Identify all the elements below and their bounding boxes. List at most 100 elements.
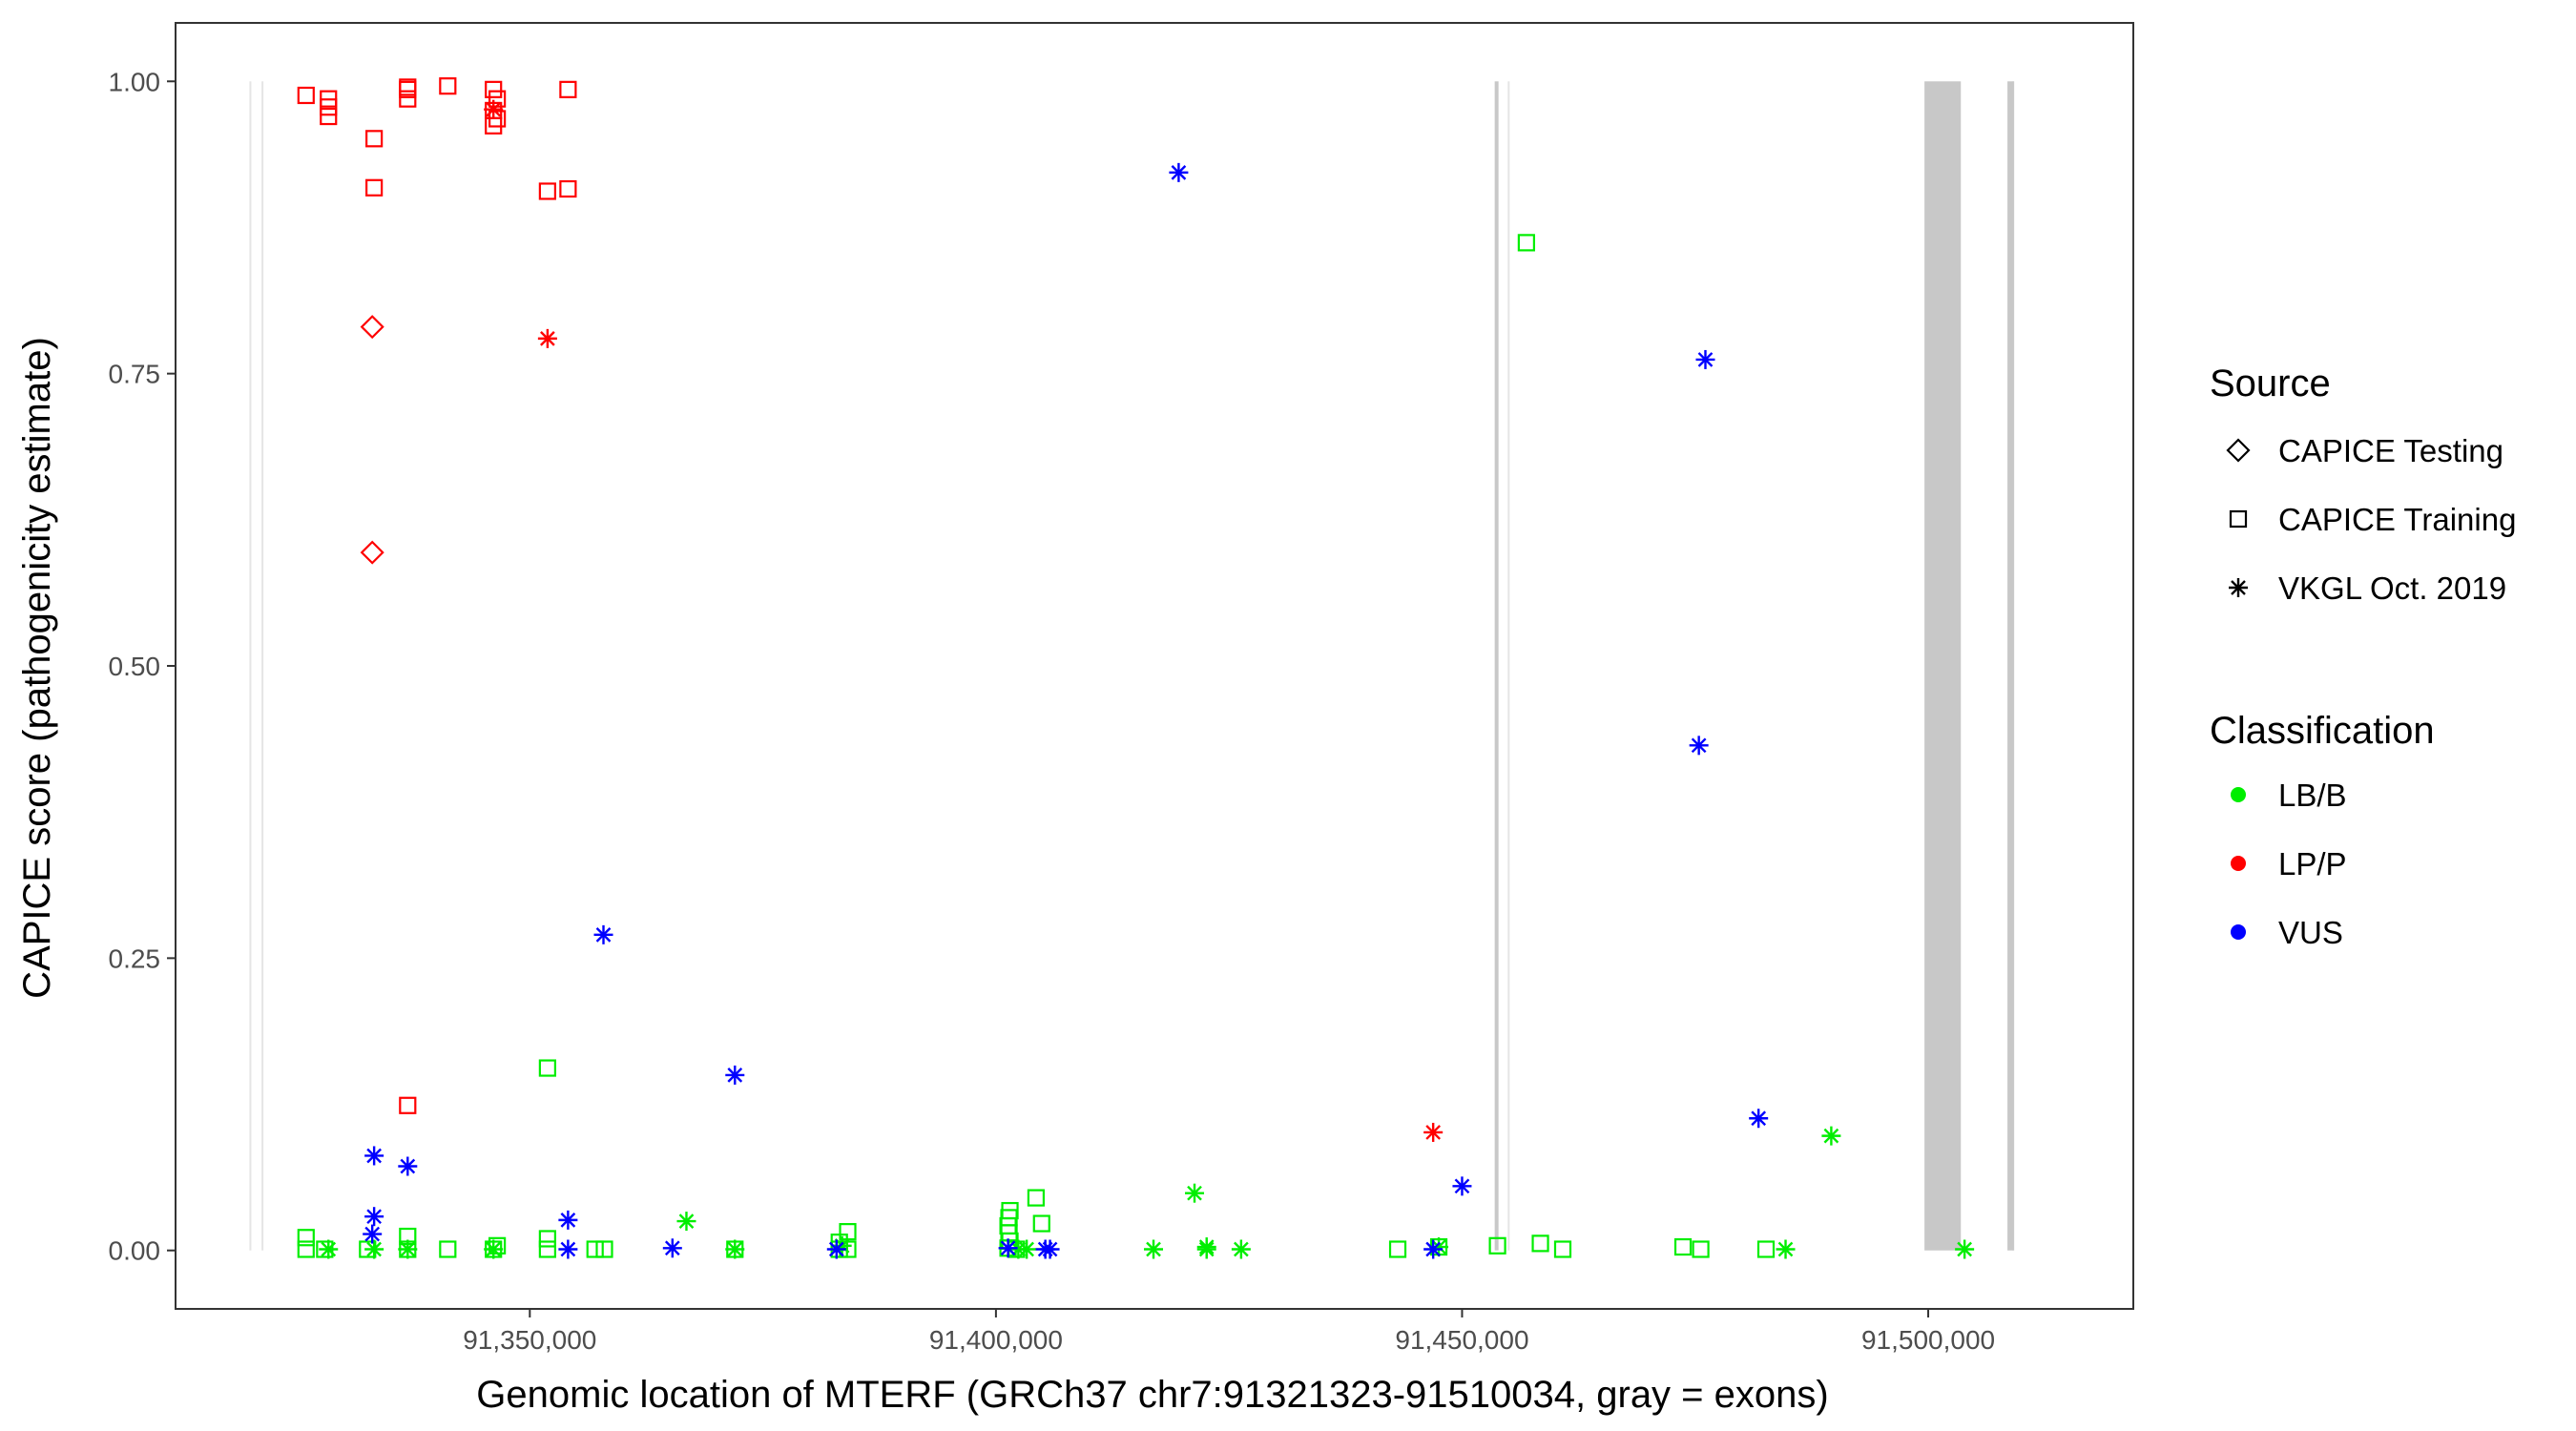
- legend-label-lpp: LP/P: [2278, 846, 2347, 881]
- capice-training-point-lp-p: [399, 90, 417, 108]
- legend-source-title: Source: [2210, 363, 2331, 404]
- capice-training-point-lb-b: [1388, 1240, 1407, 1258]
- vkgl-oct-2019-point-lp-p: [484, 99, 504, 119]
- capice-training-point-lb-b: [1517, 234, 1535, 252]
- capice-training-point-lb-b: [297, 1229, 315, 1247]
- capice-testing-point-lp-p: [360, 540, 384, 565]
- y-tick-label: 0.50: [109, 652, 161, 681]
- exon-band: [2007, 81, 2014, 1251]
- data-points-layer: [297, 77, 1975, 1259]
- legend-label-capice-training: CAPICE Training: [2278, 502, 2516, 537]
- y-tick-label: 0.75: [109, 360, 161, 389]
- axes: 0.00 0.25 0.50 0.75 1.00 91,350,000 91,400,000…: [109, 67, 1996, 1355]
- vkgl-oct-2019-point-vus: [998, 1238, 1018, 1258]
- y-tick-label: 0.00: [109, 1236, 161, 1266]
- vkgl-oct-2019-point-lb-b: [398, 1239, 418, 1259]
- vkgl-oct-2019-point-lb-b: [1185, 1183, 1205, 1203]
- vkgl-oct-2019-point-vus: [364, 1146, 384, 1166]
- vkgl-oct-2019-point-vus: [363, 1224, 383, 1244]
- legend-classification: Classification LB/B LP/P VUS: [2210, 710, 2435, 950]
- vkgl-oct-2019-point-lb-b: [1776, 1239, 1796, 1259]
- legend-label-capice-testing: CAPICE Testing: [2278, 433, 2503, 468]
- capice-training-point-lb-b: [1531, 1234, 1549, 1253]
- vkgl-oct-2019-point-lb-b: [1231, 1239, 1251, 1259]
- vkgl-oct-2019-point-vus: [593, 924, 613, 944]
- vkgl-oct-2019-point-lb-b: [1821, 1126, 1841, 1146]
- x-tick-label: 91,400,000: [929, 1325, 1063, 1355]
- y-tick-label: 1.00: [109, 67, 161, 96]
- capice-training-point-lp-p: [365, 178, 384, 197]
- capice-training-point-lp-p: [320, 107, 338, 126]
- vkgl-oct-2019-point-lb-b: [1144, 1239, 1164, 1259]
- vkgl-oct-2019-point-vus: [398, 1156, 418, 1176]
- legend-asterisk-key: [2229, 578, 2248, 597]
- x-axis-title: Genomic location of MTERF (GRCh37 chr7:9…: [476, 1374, 1828, 1416]
- vkgl-oct-2019-point-vus: [558, 1210, 578, 1230]
- capice-testing-point-lp-p: [360, 315, 384, 340]
- capice-training-point-lp-p: [399, 1096, 417, 1114]
- capice-training-point-lp-p: [485, 80, 503, 98]
- capice-training-point-lp-p: [439, 77, 457, 95]
- capice-training-point-lb-b: [538, 1059, 556, 1077]
- legend-label-vus: VUS: [2278, 915, 2343, 950]
- vkgl-oct-2019-point-vus: [1689, 736, 1709, 756]
- vkgl-oct-2019-point-lb-b: [676, 1212, 696, 1232]
- x-tick-label: 91,450,000: [1395, 1325, 1528, 1355]
- vkgl-oct-2019-point-vus: [364, 1207, 384, 1227]
- legend-label-vkgl: VKGL Oct. 2019: [2278, 570, 2506, 606]
- vkgl-oct-2019-point-vus: [1452, 1176, 1472, 1196]
- capice-training-point-lp-p: [559, 80, 577, 98]
- capice-training-point-lb-b: [1553, 1240, 1572, 1258]
- capice-training-point-lb-b: [439, 1240, 457, 1258]
- vkgl-oct-2019-point-lb-b: [1196, 1239, 1216, 1259]
- capice-training-point-lb-b: [1673, 1237, 1693, 1256]
- capice-training-point-lp-p: [559, 179, 577, 198]
- capice-training-point-lb-b: [1027, 1189, 1046, 1207]
- capice-training-point-lb-b: [1756, 1240, 1776, 1258]
- y-axis-title: CAPICE score (pathogenicity estimate): [16, 337, 58, 999]
- capice-training-point-lp-p: [365, 130, 384, 148]
- x-tick-label: 91,350,000: [463, 1325, 596, 1355]
- x-tick-label: 91,500,000: [1861, 1325, 1995, 1355]
- capice-training-point-lb-b: [538, 1230, 556, 1248]
- capice-training-point-lb-b: [538, 1240, 556, 1258]
- legend-lpp-key: [2231, 856, 2246, 871]
- legend-square-key: [2229, 509, 2248, 529]
- vkgl-oct-2019-point-lb-b: [1008, 1239, 1028, 1259]
- legend-source: Source CAPICE Testing CAPICE Training VK…: [2210, 363, 2516, 606]
- vkgl-oct-2019-point-lp-p: [537, 328, 557, 348]
- vkgl-oct-2019-point-vus: [725, 1065, 745, 1085]
- legend-classification-title: Classification: [2210, 710, 2435, 752]
- capice-training-point-lp-p: [538, 182, 556, 200]
- capice-training-point-lb-b: [1032, 1214, 1050, 1233]
- legend-vus-key: [2231, 924, 2246, 940]
- vkgl-oct-2019-point-lp-p: [1423, 1122, 1444, 1142]
- gene-structure-layer: [249, 81, 2015, 1251]
- vkgl-oct-2019-point-lb-b: [319, 1239, 339, 1259]
- vkgl-oct-2019-point-vus: [1423, 1239, 1444, 1259]
- exon-band: [1494, 81, 1499, 1251]
- capice-training-point-lb-b: [586, 1240, 604, 1258]
- vkgl-oct-2019-point-vus: [1040, 1239, 1060, 1259]
- vkgl-oct-2019-point-vus: [558, 1239, 578, 1259]
- capice-training-point-lp-p: [399, 80, 417, 98]
- vkgl-oct-2019-point-lb-b: [725, 1239, 745, 1259]
- vkgl-oct-2019-point-vus: [1169, 162, 1189, 182]
- vkgl-oct-2019-point-lb-b: [1955, 1239, 1975, 1259]
- legend-lbb-key: [2231, 787, 2246, 802]
- legend-label-lbb: LB/B: [2278, 778, 2347, 813]
- vkgl-oct-2019-point-vus: [1695, 349, 1715, 369]
- capice-training-point-lp-p: [320, 98, 338, 116]
- exon-band: [1924, 81, 1962, 1251]
- capice-training-point-lb-b: [1692, 1240, 1710, 1258]
- capice-training-point-lp-p: [297, 86, 315, 105]
- legend-diamond-key: [2226, 438, 2251, 463]
- capice-training-point-lb-b: [1488, 1236, 1506, 1255]
- vkgl-oct-2019-point-vus: [1749, 1109, 1769, 1129]
- vkgl-oct-2019-point-vus: [826, 1239, 846, 1259]
- vkgl-oct-2019-point-lb-b: [484, 1239, 504, 1259]
- capice-training-point-lb-b: [595, 1240, 613, 1258]
- y-tick-label: 0.25: [109, 944, 161, 973]
